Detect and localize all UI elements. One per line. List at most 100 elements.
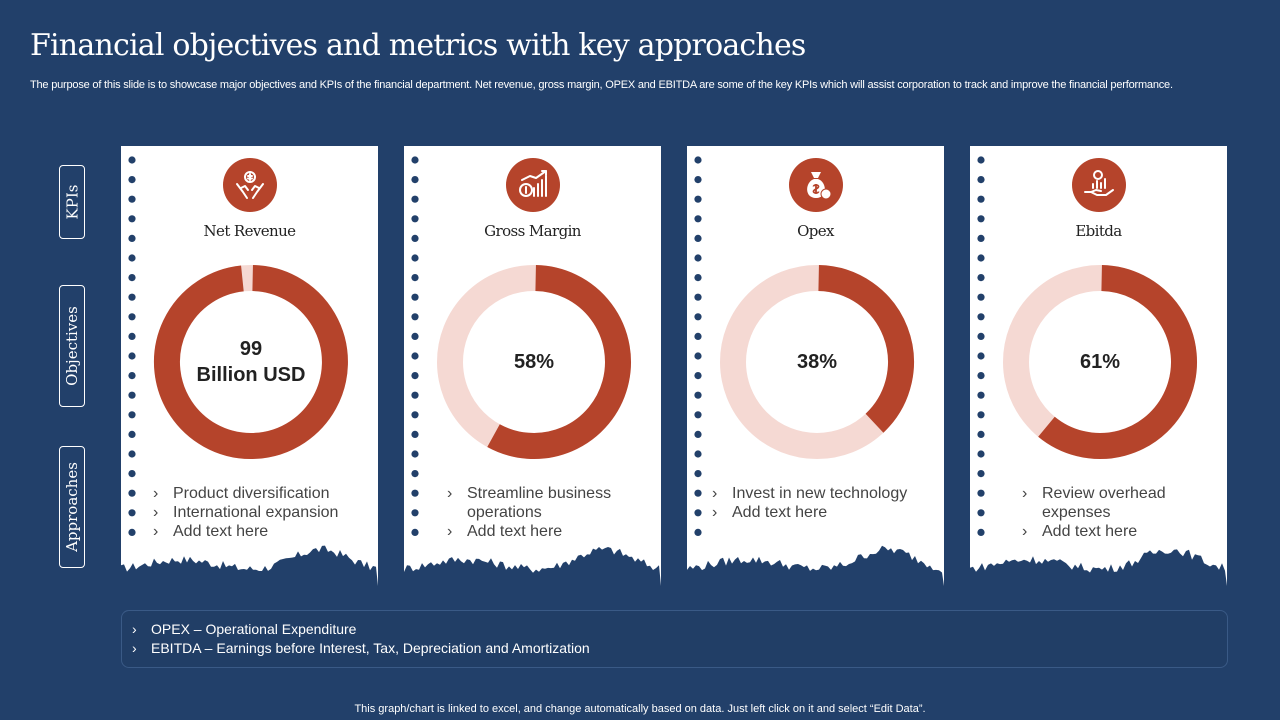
binder-hole [411, 489, 419, 497]
donut-value-slice [1038, 265, 1197, 459]
binder-hole [411, 352, 419, 360]
donut-chart [1003, 265, 1197, 459]
binder-hole [128, 372, 136, 380]
binder-hole [411, 470, 419, 478]
binder-hole [694, 293, 702, 301]
binder-hole [694, 430, 702, 438]
approach-item: Invest in new technology [712, 484, 937, 503]
binder-hole [694, 313, 702, 321]
money-bag-icon [788, 158, 843, 212]
donut-chart [153, 265, 348, 459]
side-label-kpis: KPIs [59, 165, 85, 239]
donut-value-slice [153, 265, 348, 459]
binder-hole [411, 430, 419, 438]
approach-item: Product diversification [153, 484, 363, 503]
binder-hole [128, 254, 136, 262]
binder-hole [977, 293, 985, 301]
card-background [687, 146, 944, 586]
binder-hole [694, 352, 702, 360]
binder-hole [411, 391, 419, 399]
skyline-silhouette [970, 549, 1227, 586]
skyline-silhouette [687, 545, 944, 586]
approach-item: Review overhead expenses [1022, 484, 1207, 522]
definition-item: EBITDA – Earnings before Interest, Tax, … [132, 639, 590, 658]
binder-hole [694, 450, 702, 458]
binder-hole [411, 274, 419, 282]
binder-hole [411, 254, 419, 262]
binder-hole [411, 156, 419, 164]
side-label-text: Approaches [63, 462, 82, 552]
card-background [121, 146, 378, 586]
binder-hole [694, 215, 702, 223]
binder-hole [977, 528, 985, 536]
binder-hole [128, 293, 136, 301]
binder-hole [411, 195, 419, 203]
page-title: Financial objectives and metrics with ke… [30, 28, 806, 63]
binder-hole [694, 391, 702, 399]
binder-hole [411, 450, 419, 458]
binder-hole [128, 411, 136, 419]
growth-chart-icon [505, 158, 560, 212]
card-title: Ebitda [1075, 222, 1122, 240]
approach-item: Add text here [153, 522, 363, 541]
binder-hole [411, 372, 419, 380]
approach-item: Streamline business operations [447, 484, 637, 522]
binder-hole [694, 274, 702, 282]
binder-hole [977, 489, 985, 497]
binder-hole [128, 470, 136, 478]
binder-hole [694, 195, 702, 203]
binder-hole [977, 274, 985, 282]
binder-hole [977, 450, 985, 458]
kpi-card-ebitda: Ebitda 61% Review overhead expenses Add … [970, 146, 1227, 586]
binder-hole [411, 176, 419, 184]
binder-hole [128, 528, 136, 536]
binder-hole [977, 470, 985, 478]
card-background [404, 146, 661, 586]
page-subtitle: The purpose of this slide is to showcase… [30, 79, 1173, 91]
side-label-text: KPIs [63, 184, 82, 220]
approaches-list: Invest in new technology Add text here [712, 484, 937, 522]
binder-hole [128, 234, 136, 242]
definition-item: OPEX – Operational Expenditure [132, 620, 590, 639]
donut-chart [720, 265, 914, 459]
approach-item: Add text here [1022, 522, 1207, 541]
binder-hole [411, 313, 419, 321]
card-background [970, 146, 1227, 586]
approaches-list: Streamline business operations Add text … [447, 484, 637, 541]
binder-hole [411, 509, 419, 517]
binder-hole [411, 528, 419, 536]
side-label-objectives: Objectives [59, 285, 85, 407]
donut-value-slice [487, 265, 631, 459]
binder-hole [128, 215, 136, 223]
binder-hole [977, 509, 985, 517]
footer-note: This graph/chart is linked to excel, and… [354, 703, 926, 715]
side-label-approaches: Approaches [59, 446, 85, 568]
binder-hole [411, 234, 419, 242]
kpi-card-gross-margin: Gross Margin 58% Streamline business ope… [404, 146, 661, 586]
binder-hole [977, 411, 985, 419]
binder-hole [694, 176, 702, 184]
kpi-card-opex: Opex 38% Invest in new technology Add te… [687, 146, 944, 586]
binder-hole [694, 234, 702, 242]
binder-hole [411, 215, 419, 223]
donut-value-slice [818, 265, 914, 433]
donut-center-value: 38% [796, 351, 838, 373]
binder-hole [977, 430, 985, 438]
card-title: Gross Margin [484, 222, 581, 240]
binder-hole [694, 156, 702, 164]
donut-center-value: 58% [513, 351, 555, 373]
binder-hole [977, 391, 985, 399]
approaches-list: Review overhead expenses Add text here [1022, 484, 1207, 541]
binder-hole [977, 332, 985, 340]
binder-hole [128, 156, 136, 164]
approach-item: Add text here [447, 522, 637, 541]
binder-hole [128, 195, 136, 203]
donut-center-value: 61% [1079, 351, 1121, 373]
binder-hole [977, 195, 985, 203]
binder-hole [411, 332, 419, 340]
approaches-list: Product diversification International ex… [153, 484, 363, 541]
binder-hole [128, 430, 136, 438]
approach-item: Add text here [712, 503, 937, 522]
hand-chart-icon [1071, 158, 1126, 212]
binder-hole [694, 489, 702, 497]
